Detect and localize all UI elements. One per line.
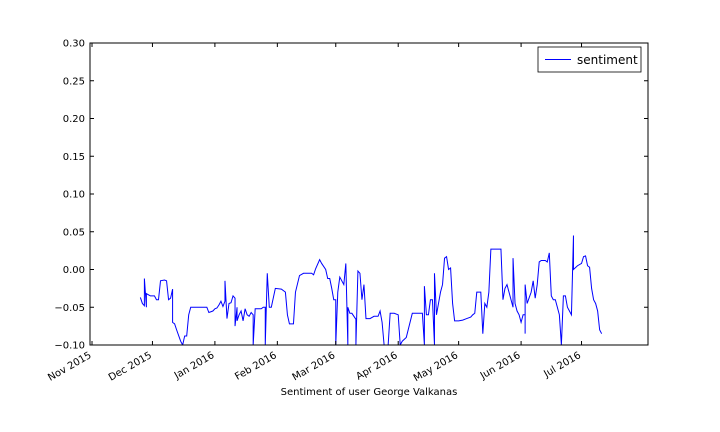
y-tick-label: 0.10 (63, 190, 85, 201)
plot-background (90, 43, 648, 345)
y-tick-label: −0.10 (54, 341, 85, 352)
x-tick-label: Dec 2015 (107, 350, 154, 384)
x-tick-label: Nov 2015 (46, 350, 93, 384)
x-tick-label: Jun 2016 (478, 350, 523, 382)
x-axis-title: Sentiment of user George Valkanas (281, 387, 458, 398)
series-layer (139, 235, 603, 345)
x-tick-label: Mar 2016 (291, 350, 338, 383)
y-tick-label: 0.25 (63, 76, 85, 87)
y-tick-label: 0.00 (63, 265, 85, 276)
x-tick-label: Jan 2016 (172, 350, 217, 382)
y-tick-label: 0.05 (63, 227, 85, 238)
y-tick-label: −0.05 (54, 303, 85, 314)
legend-label-sentiment: sentiment (577, 53, 638, 67)
x-tick-label: Apr 2016 (354, 350, 399, 382)
y-tick-label: 0.30 (63, 39, 85, 50)
x-tick-label: Feb 2016 (233, 350, 279, 383)
y-tick-label: 0.15 (63, 152, 85, 163)
x-tick-label: Jul 2016 (541, 350, 583, 380)
y-axis: 0.30 0.25 0.20 0.15 0.10 0.05 0.00 −0.05 −0.10 (54, 39, 648, 352)
y-tick-label: 0.20 (63, 114, 85, 125)
x-tick-label: May 2016 (412, 350, 460, 384)
series-line-sentiment (139, 235, 603, 345)
legend: sentiment (537, 46, 642, 73)
